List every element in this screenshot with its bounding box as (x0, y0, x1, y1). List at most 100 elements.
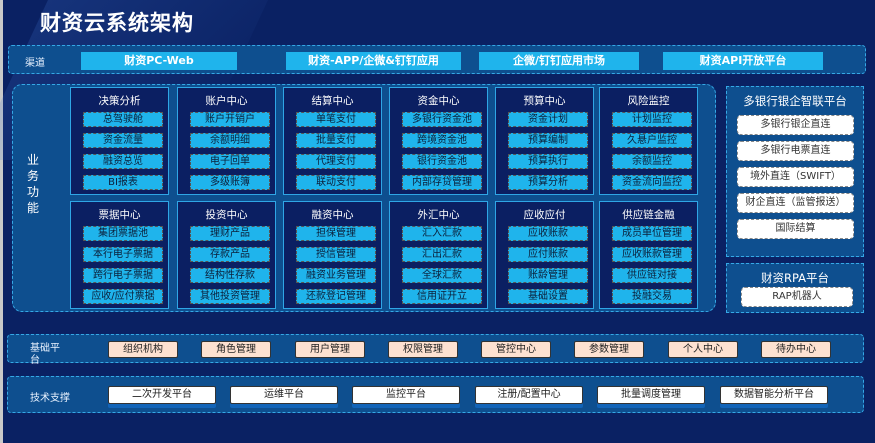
bank-platform-item[interactable]: 国际结算 (737, 219, 854, 239)
module-5: 风险监控 计划监控 久悬户监控 余额监控 资金流向监控 (599, 87, 698, 195)
module-title: 投资中心 (205, 209, 248, 221)
module-item[interactable]: 还款登记管理 (296, 289, 376, 304)
module-item[interactable]: 供应链对接 (612, 268, 692, 283)
module-6: 票据中心集团票据池本行电子票据 跨行电子票据 应收/应付票据 (70, 201, 169, 309)
module-item[interactable]: 批量支付 (296, 133, 376, 148)
bank-platform-item[interactable]: 境外直连（SWIFT） (737, 167, 854, 187)
module-item[interactable]: 担保管理 (296, 226, 376, 241)
module-item[interactable]: 预算执行 (508, 154, 588, 169)
module-11: 供应链金融成员单位管理 应收账款管理 供应链对接投融交易 (599, 201, 698, 309)
module-item[interactable]: 代理支付 (296, 154, 376, 169)
channel-label: 渠道 (25, 58, 45, 69)
module-item[interactable]: 账龄管理 (508, 268, 588, 283)
base-platform-item[interactable]: 用户管理 (295, 341, 365, 358)
tech-support-item[interactable]: 批量调度管理 (597, 386, 705, 404)
bank-platform-item[interactable]: 多银行银企直连 (737, 115, 854, 135)
module-item[interactable]: 计划监控 (612, 112, 692, 127)
module-item[interactable]: 集团票据池 (83, 226, 163, 241)
module-item[interactable]: 成员单位管理 (612, 226, 692, 241)
rpa-item[interactable]: RAP机器人 (741, 287, 853, 307)
channel-item[interactable]: 企微/钉钉应用市场 (479, 52, 639, 70)
tech-support-item[interactable]: 二次开发平台 (108, 386, 216, 404)
module-item[interactable]: 存款产品 (190, 247, 270, 262)
base-platform-label: 基础平台 (30, 343, 60, 366)
tech-support-item[interactable]: 注册/配置中心 (475, 386, 583, 404)
module-item[interactable]: 多级账簿 (190, 175, 270, 190)
module-1: 账户中心 账户开销户 余额明细 电子回单 多级账簿 (177, 87, 276, 195)
module-item[interactable]: 单笔支付 (296, 112, 376, 127)
module-item[interactable]: 联动支付 (296, 175, 376, 190)
bank-platform-title: 多银行银企智联平台 (743, 94, 847, 108)
module-item[interactable]: 银行资金池 (402, 154, 482, 169)
rpa-platform-title: 财资RPA平台 (760, 271, 830, 285)
module-title: 资金中心 (417, 95, 460, 107)
module-item[interactable]: 资金计划 (508, 112, 588, 127)
module-item[interactable]: BI报表 (83, 175, 163, 190)
module-item[interactable]: 授信管理 (296, 247, 376, 262)
module-item[interactable]: 融资业务管理 (296, 268, 376, 283)
module-item[interactable]: 本行电子票据 (83, 247, 163, 262)
module-title: 应收应付 (523, 209, 566, 221)
module-item[interactable]: 汇出汇款 (402, 247, 482, 262)
module-3: 资金中心多银行资金池 跨境资金池银行资金池内部存贷管理 (389, 87, 488, 195)
module-item[interactable]: 总驾驶舱 (83, 112, 163, 127)
module-item[interactable]: 跨境资金池 (402, 133, 482, 148)
bank-platform-item[interactable]: 财企直连（监管报送） (737, 193, 854, 213)
module-title: 外汇中心 (417, 209, 460, 221)
module-item[interactable]: 账户开销户 (190, 112, 270, 127)
module-2: 结算中心单笔支付批量支付代理支付联动支付 (283, 87, 382, 195)
module-item[interactable]: 久悬户监控 (612, 133, 692, 148)
tech-support-item[interactable]: 运维平台 (230, 386, 338, 404)
base-platform-bar: 基础平台 组织机构 角色管理 用户管理 权限管理 管控中心 参数管理 个人中心 待办中心 (7, 334, 864, 366)
module-item[interactable]: 信用证开立 (402, 289, 482, 304)
module-title: 融资中心 (311, 209, 354, 221)
module-item[interactable]: 基础设置 (508, 289, 588, 304)
module-item[interactable]: 余额明细 (190, 133, 270, 148)
base-platform-item[interactable]: 待办中心 (761, 341, 831, 358)
module-item[interactable]: 多银行资金池 (402, 112, 482, 127)
module-item[interactable]: 资金流量 (83, 133, 163, 148)
base-platform-item[interactable]: 个人中心 (668, 341, 738, 358)
tech-support-label: 技术支撑 (30, 393, 70, 404)
module-item[interactable]: 电子回单 (190, 154, 270, 169)
module-title: 供应链金融 (622, 209, 675, 221)
channel-item[interactable]: 财资-APP/企微&钉钉应用 (286, 52, 461, 70)
module-item[interactable]: 内部存贷管理 (402, 175, 482, 190)
page-title: 财资云系统架构 (40, 11, 194, 35)
base-platform-item[interactable]: 参数管理 (574, 341, 644, 358)
module-item[interactable]: 余额监控 (612, 154, 692, 169)
module-item[interactable]: 理财产品 (190, 226, 270, 241)
bank-platform-item[interactable]: 多银行电票直连 (737, 141, 854, 161)
module-item[interactable]: 预算分析 (508, 175, 588, 190)
module-item[interactable]: 汇入汇款 (402, 226, 482, 241)
channel-item[interactable]: 财资API开放平台 (663, 52, 823, 70)
module-item[interactable]: 全球汇款 (402, 268, 482, 283)
module-item[interactable]: 应收/应付票据 (83, 289, 163, 304)
business-label: 业务功能 (26, 153, 39, 215)
module-item[interactable]: 其他投资管理 (190, 289, 270, 304)
channel-bar: 渠道 财资PC-Web 财资-APP/企微&钉钉应用 企微/钉钉应用市场 财资A… (8, 45, 866, 74)
tech-support-item[interactable]: 数据智能分析平台 (720, 386, 828, 404)
module-title: 决策分析 (98, 95, 141, 107)
base-platform-item[interactable]: 组织机构 (108, 341, 178, 358)
base-platform-item[interactable]: 权限管理 (388, 341, 458, 358)
channel-item[interactable]: 财资PC-Web (81, 52, 237, 70)
module-item[interactable]: 结构性存款 (190, 268, 270, 283)
module-item[interactable]: 应付账款 (508, 247, 588, 262)
module-item[interactable]: 投融交易 (612, 289, 692, 304)
tech-support-bar: 技术支撑 二次开发平台 运维平台 监控平台 注册/配置中心 批量调度管理 数据智能分析平台 (7, 376, 864, 413)
module-item[interactable]: 跨行电子票据 (83, 268, 163, 283)
module-item[interactable]: 资金流向监控 (612, 175, 692, 190)
base-platform-item[interactable]: 角色管理 (201, 341, 271, 358)
tech-support-item[interactable]: 监控平台 (352, 386, 460, 404)
rpa-platform-panel: 财资RPA平台 RAP机器人 (726, 263, 864, 313)
module-8: 融资中心担保管理授信管理融资业务管理 还款登记管理 (283, 201, 382, 309)
module-item[interactable]: 融资总览 (83, 154, 163, 169)
module-7: 投资中心理财产品存款产品结构性存款其他投资管理 (177, 201, 276, 309)
base-platform-item[interactable]: 管控中心 (481, 341, 551, 358)
module-title: 票据中心 (98, 209, 141, 221)
module-title: 结算中心 (311, 95, 354, 107)
module-item[interactable]: 应收账款管理 (612, 247, 692, 262)
module-item[interactable]: 应收账款 (508, 226, 588, 241)
module-item[interactable]: 预算编制 (508, 133, 588, 148)
